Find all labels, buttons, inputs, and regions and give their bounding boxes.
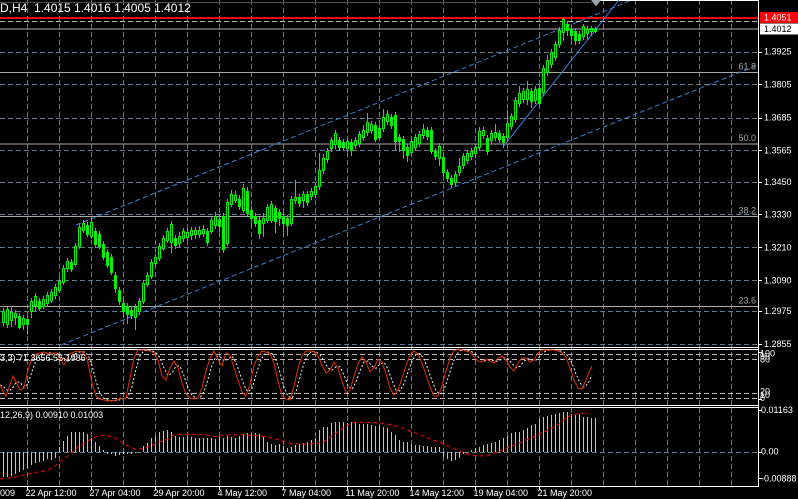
svg-text:1.3565: 1.3565 bbox=[764, 146, 792, 156]
svg-text:22 Apr 12:00: 22 Apr 12:00 bbox=[26, 488, 77, 498]
svg-text:100: 100 bbox=[760, 349, 775, 359]
svg-text:61.8: 61.8 bbox=[738, 62, 756, 72]
svg-text:Stoch(5,3,3) 71.3656 55.1986: Stoch(5,3,3) 71.3656 55.1986 bbox=[0, 353, 86, 363]
svg-text:90: 90 bbox=[760, 352, 770, 362]
svg-text:1.2975: 1.2975 bbox=[764, 306, 792, 316]
svg-text:-0.00888: -0.00888 bbox=[761, 474, 797, 484]
svg-text:27 Apr 04:00: 27 Apr 04:00 bbox=[90, 488, 141, 498]
svg-text:0.01163: 0.01163 bbox=[761, 405, 793, 415]
svg-text:EURUSD,H4 1.4015 1.4016 1.400: EURUSD,H4 1.4015 1.4016 1.4005 1.4012 bbox=[0, 1, 191, 15]
svg-text:80: 80 bbox=[760, 355, 770, 365]
svg-text:21 May 20:00: 21 May 20:00 bbox=[538, 488, 593, 498]
svg-text:1.3925: 1.3925 bbox=[764, 47, 792, 57]
svg-text:11 May 20:00: 11 May 20:00 bbox=[346, 488, 400, 498]
svg-text:1.3450: 1.3450 bbox=[764, 177, 792, 187]
svg-text:1.4012: 1.4012 bbox=[764, 24, 792, 34]
svg-text:50.0: 50.0 bbox=[738, 133, 756, 143]
svg-text:2009: 2009 bbox=[0, 488, 15, 498]
svg-text:7 May 04:00: 7 May 04:00 bbox=[282, 488, 332, 498]
svg-text:1.3805: 1.3805 bbox=[764, 80, 792, 90]
svg-text:1.2855: 1.2855 bbox=[764, 339, 792, 349]
svg-text:1.4051: 1.4051 bbox=[764, 13, 792, 23]
svg-text:10: 10 bbox=[760, 390, 770, 400]
svg-text:20: 20 bbox=[760, 387, 770, 397]
svg-text:1.3685: 1.3685 bbox=[764, 113, 792, 123]
svg-text:MACD(12,26,9) 0.00910 0.01003: MACD(12,26,9) 0.00910 0.01003 bbox=[0, 410, 103, 420]
svg-text:38.2: 38.2 bbox=[738, 206, 756, 216]
svg-text:19 May 04:00: 19 May 04:00 bbox=[474, 488, 529, 498]
svg-text:23.6: 23.6 bbox=[738, 296, 756, 306]
svg-text:1.3210: 1.3210 bbox=[764, 243, 792, 253]
svg-text:0.00: 0.00 bbox=[761, 447, 779, 457]
svg-text:14 May 12:00: 14 May 12:00 bbox=[410, 488, 465, 498]
svg-text:29 Apr 20:00: 29 Apr 20:00 bbox=[154, 488, 205, 498]
svg-text:1.3090: 1.3090 bbox=[764, 276, 792, 286]
svg-text:0: 0 bbox=[760, 393, 765, 403]
svg-text:4 May 12:00: 4 May 12:00 bbox=[218, 488, 268, 498]
svg-text:1.3330: 1.3330 bbox=[764, 210, 792, 220]
